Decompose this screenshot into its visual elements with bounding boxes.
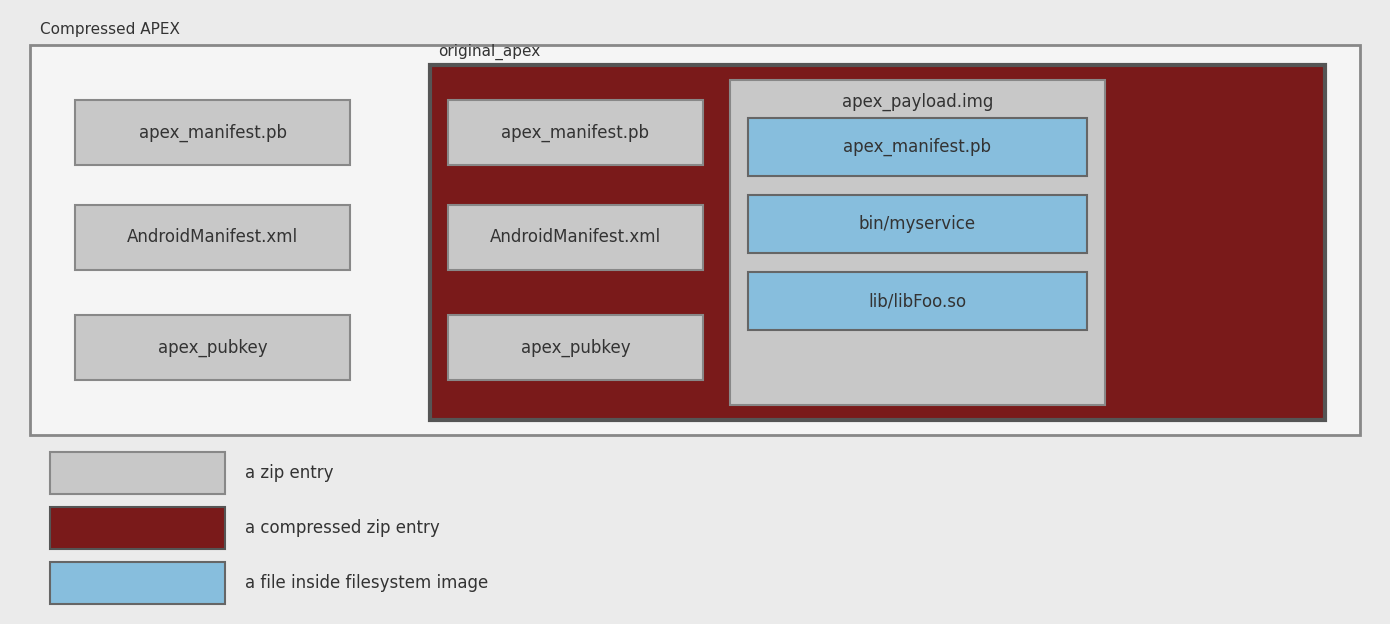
Bar	[75, 205, 350, 270]
Text: lib/libFoo.so: lib/libFoo.so	[869, 292, 966, 310]
Text: apex_manifest.pb: apex_manifest.pb	[502, 124, 649, 142]
Text: apex_manifest.pb: apex_manifest.pb	[139, 124, 286, 142]
Text: a compressed zip entry: a compressed zip entry	[245, 519, 439, 537]
Text: apex_manifest.pb: apex_manifest.pb	[844, 138, 991, 156]
Text: apex_pubkey: apex_pubkey	[521, 338, 630, 357]
Text: original_apex: original_apex	[438, 44, 541, 60]
Bar	[50, 562, 225, 604]
Bar	[748, 195, 1087, 253]
Bar	[448, 315, 703, 380]
Bar	[448, 100, 703, 165]
Bar	[50, 452, 225, 494]
Text: AndroidManifest.xml: AndroidManifest.xml	[126, 228, 297, 246]
Text: apex_payload.img: apex_payload.img	[842, 93, 994, 111]
Bar	[31, 45, 1359, 435]
Text: AndroidManifest.xml: AndroidManifest.xml	[489, 228, 662, 246]
Text: bin/myservice: bin/myservice	[859, 215, 976, 233]
Bar	[430, 65, 1325, 420]
Bar	[748, 272, 1087, 330]
Bar	[75, 100, 350, 165]
Bar	[75, 315, 350, 380]
Text: a zip entry: a zip entry	[245, 464, 334, 482]
Bar	[448, 205, 703, 270]
Text: a file inside filesystem image: a file inside filesystem image	[245, 574, 488, 592]
Bar	[730, 80, 1105, 405]
Text: Compressed APEX: Compressed APEX	[40, 22, 179, 37]
Bar	[50, 507, 225, 549]
Bar	[748, 118, 1087, 176]
Text: apex_pubkey: apex_pubkey	[157, 338, 267, 357]
